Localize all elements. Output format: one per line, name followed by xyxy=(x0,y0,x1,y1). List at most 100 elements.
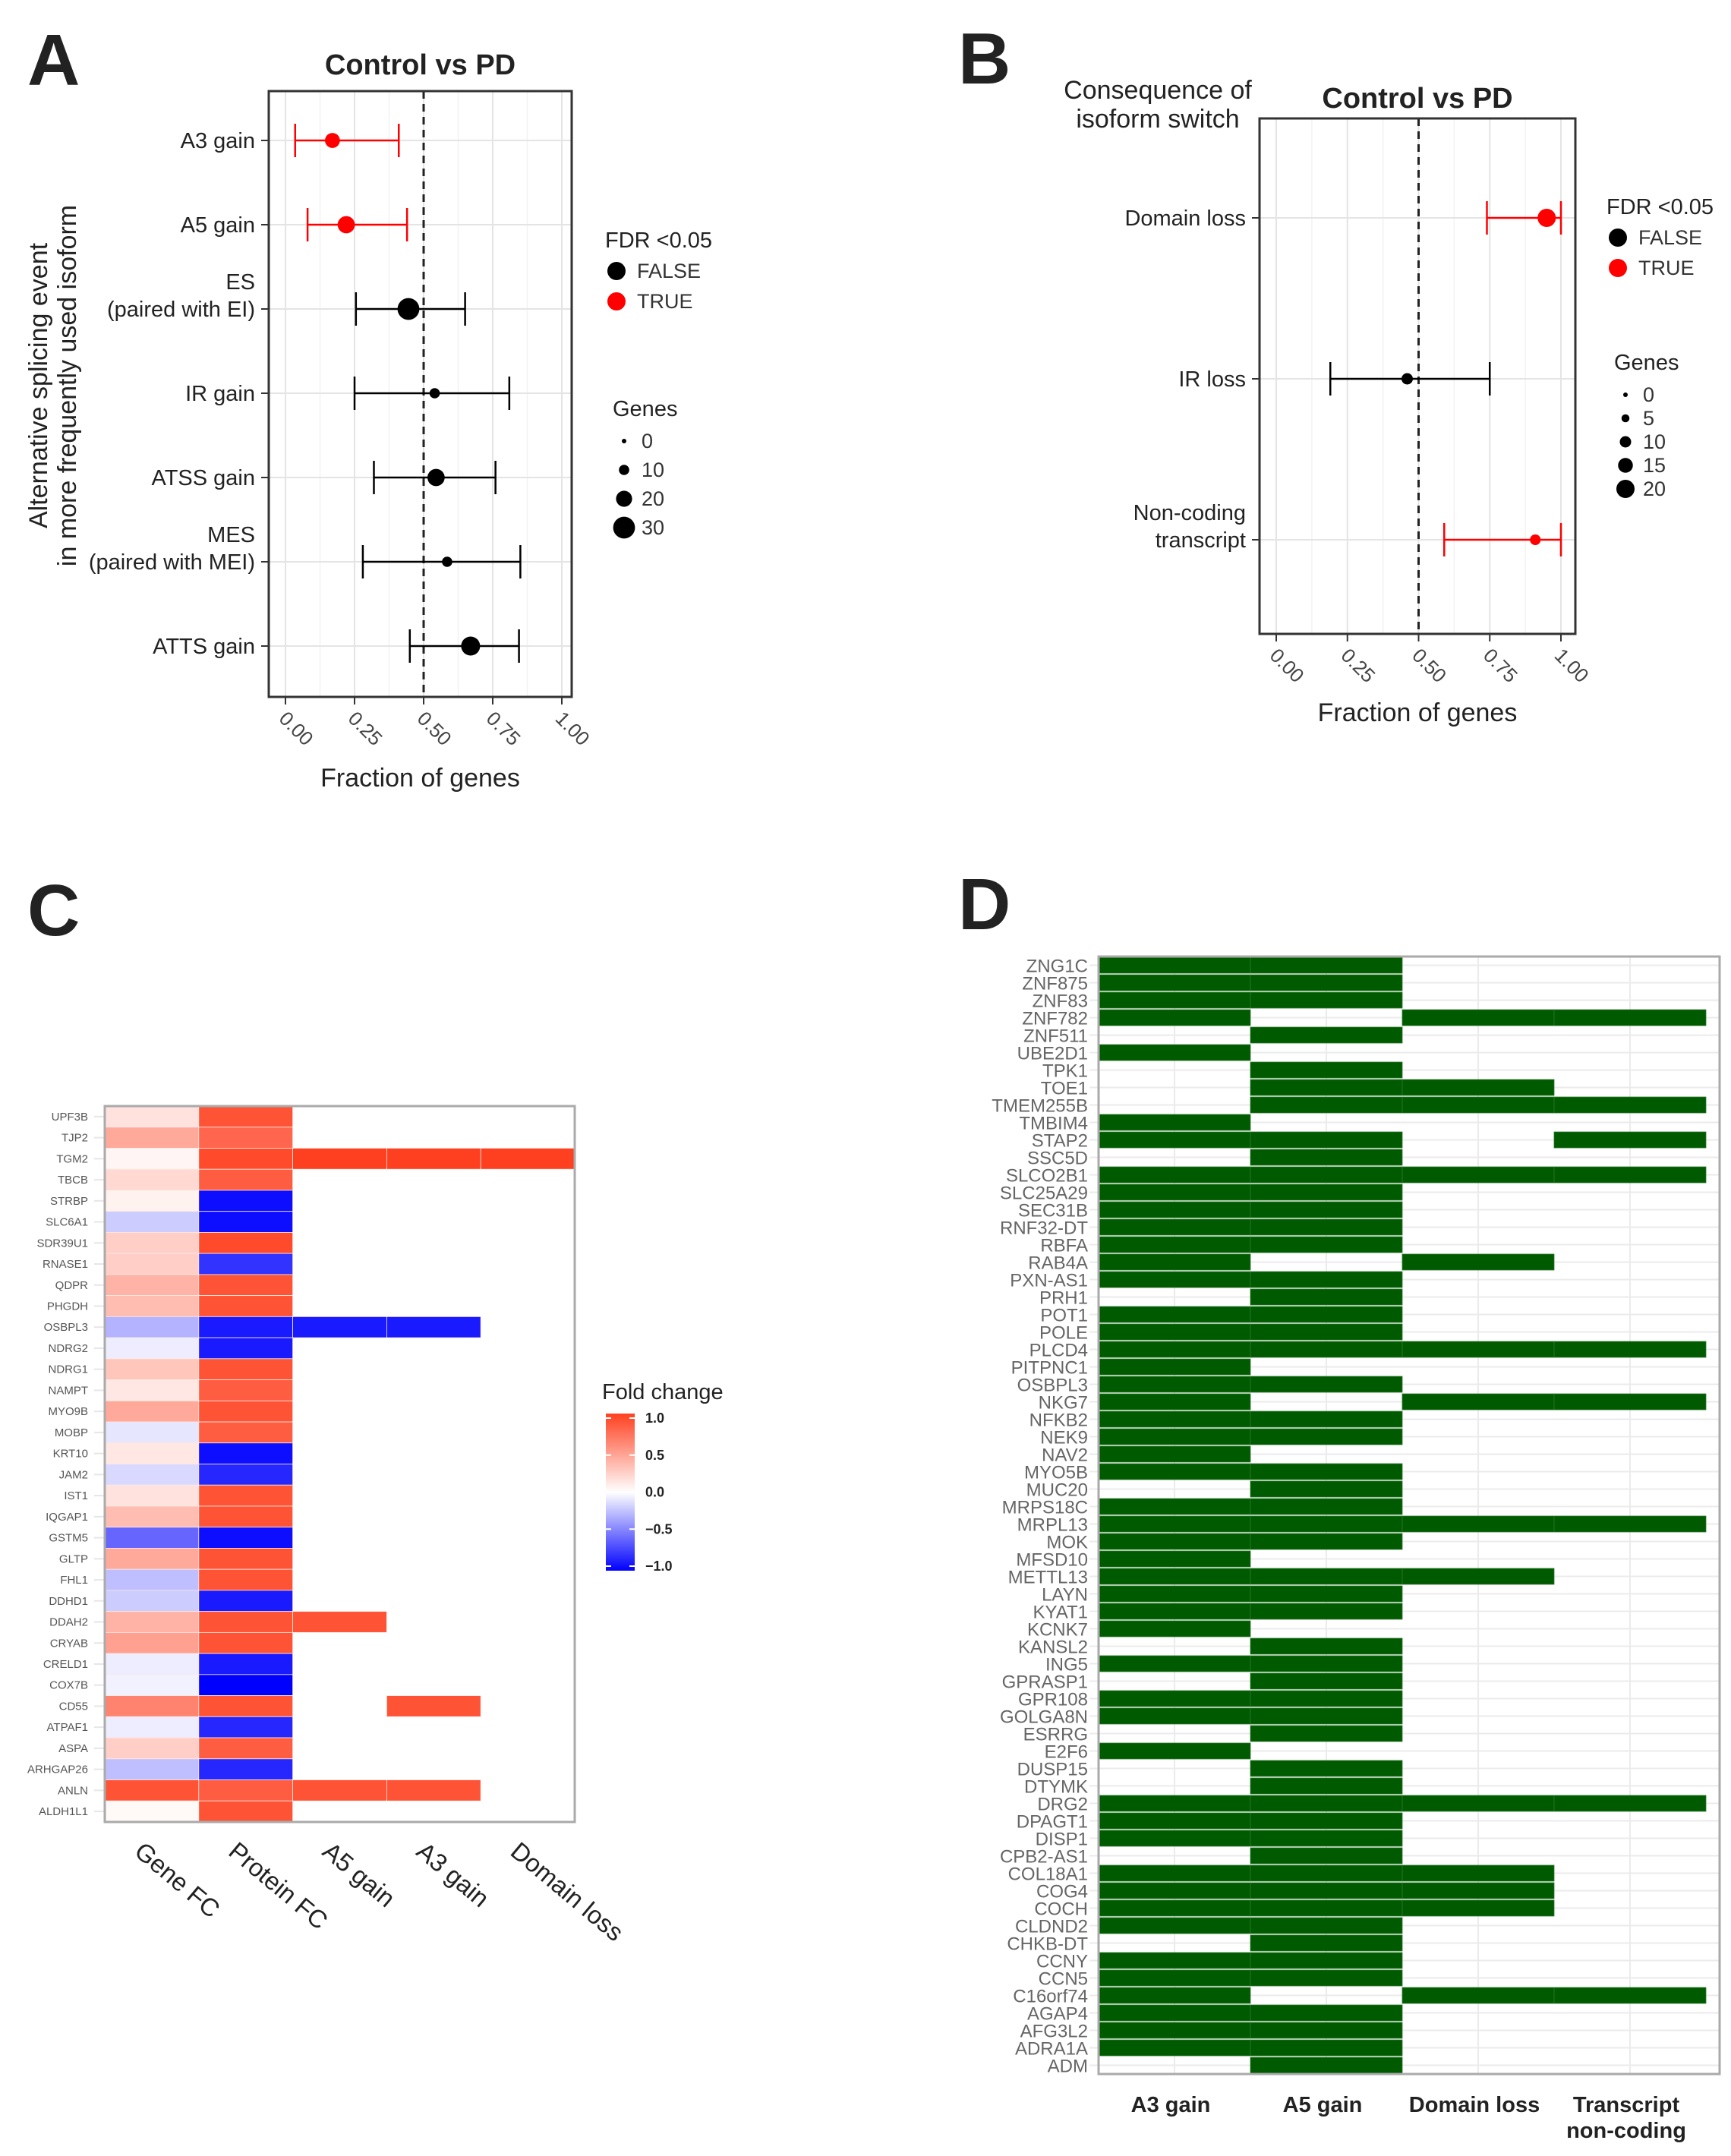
heatmap-cell xyxy=(104,1653,200,1675)
heatmap-cell xyxy=(198,1548,293,1570)
gene-label: GOLGA8N xyxy=(1000,1707,1088,1728)
event-tile xyxy=(1250,1725,1403,1742)
column-label: A5 gain xyxy=(1283,2093,1363,2117)
heatmap-cell xyxy=(104,1800,200,1823)
heatmap-cell xyxy=(386,1695,481,1717)
heatmap-cell xyxy=(104,1232,200,1254)
event-tile xyxy=(1098,1864,1251,1882)
gene-label: STAP2 xyxy=(1032,1131,1088,1152)
legend-size-swatch xyxy=(619,465,629,475)
panel-letter-a: A xyxy=(27,20,80,101)
row-label: transcript xyxy=(1156,528,1246,553)
column-label: A3 gain xyxy=(1131,2093,1211,2117)
gene-label: SLC25A29 xyxy=(1000,1184,1088,1204)
gene-label: TGM2 xyxy=(56,1152,88,1165)
event-tile xyxy=(1553,1393,1707,1411)
data-point xyxy=(397,298,420,320)
gene-label: MRPL13 xyxy=(1017,1515,1088,1536)
data-point xyxy=(1402,373,1413,385)
data-point xyxy=(427,468,445,487)
event-tile xyxy=(1250,1079,1403,1096)
heatmap-frame xyxy=(103,1105,576,1823)
gene-label: CHKB-DT xyxy=(1007,1934,1088,1955)
event-tile xyxy=(1098,1166,1251,1184)
event-tile xyxy=(1098,957,1251,974)
colorbar-tick-label: 0.0 xyxy=(645,1485,664,1500)
event-tile xyxy=(1250,974,1403,991)
gene-label: DPAGT1 xyxy=(1017,1812,1088,1833)
row-label: Domain loss xyxy=(1124,206,1246,231)
event-tile xyxy=(1402,1987,1555,2004)
gene-label: MOK xyxy=(1046,1533,1088,1553)
gene-label: LAYN xyxy=(1042,1585,1088,1606)
heatmap-cell xyxy=(198,1716,293,1738)
heatmap-cell xyxy=(480,1148,575,1170)
event-tile xyxy=(1098,1184,1251,1201)
event-tile xyxy=(1098,1218,1251,1236)
gene-label: ING5 xyxy=(1045,1655,1088,1675)
heatmap-cell xyxy=(198,1695,293,1717)
event-tile xyxy=(1098,1690,1251,1707)
heatmap-cell xyxy=(198,1758,293,1780)
gene-label: PLCD4 xyxy=(1029,1341,1088,1361)
event-tile xyxy=(1098,1236,1251,1253)
gene-label: NDRG2 xyxy=(48,1342,88,1355)
event-tile xyxy=(1098,1253,1251,1271)
heatmap-cell xyxy=(104,1631,200,1654)
heatmap-cell xyxy=(292,1779,387,1801)
gene-label: ZNF782 xyxy=(1022,1009,1088,1029)
event-tile xyxy=(1250,1463,1403,1480)
legend-fdr-title: FDR <0.05 xyxy=(1606,195,1714,219)
gene-label: MRPS18C xyxy=(1002,1498,1088,1518)
gene-label: NEK9 xyxy=(1040,1428,1088,1448)
data-point xyxy=(1530,534,1541,546)
gene-label: COG4 xyxy=(1036,1882,1088,1902)
gene-label: DRG2 xyxy=(1037,1795,1088,1815)
gene-label: TMEM255B xyxy=(992,1096,1088,1117)
event-tile xyxy=(1250,1515,1403,1533)
event-tile xyxy=(1098,1533,1251,1550)
heatmap-cell xyxy=(198,1590,293,1612)
event-tile xyxy=(1553,1166,1707,1184)
event-tile xyxy=(1553,1131,1707,1149)
gene-label: POT1 xyxy=(1040,1306,1088,1326)
heatmap-cell xyxy=(104,1695,200,1717)
gene-label: AFG3L2 xyxy=(1020,2022,1088,2042)
event-tile xyxy=(1098,1463,1251,1480)
event-tile xyxy=(1250,957,1403,974)
heatmap-cell xyxy=(104,1590,200,1612)
event-tile xyxy=(1250,1830,1403,1847)
heatmap-cell xyxy=(104,1253,200,1275)
event-tile xyxy=(1250,1236,1403,1253)
heatmap-cell xyxy=(386,1316,481,1338)
event-tile xyxy=(1250,1341,1403,1358)
event-tile xyxy=(1402,1515,1555,1533)
heatmap-cell xyxy=(292,1148,387,1170)
heatmap-cell xyxy=(198,1232,293,1254)
event-tile xyxy=(1250,1131,1403,1149)
gene-label: ADRA1A xyxy=(1015,2039,1088,2060)
event-tile xyxy=(1098,1393,1251,1411)
event-tile xyxy=(1098,1009,1251,1026)
event-tile xyxy=(1250,1428,1403,1445)
row-label: ATTS gain xyxy=(153,635,255,659)
panel-letter-b: B xyxy=(958,18,1011,99)
heatmap-cell xyxy=(198,1168,293,1191)
event-tile xyxy=(1098,1201,1251,1218)
colorbar-tick-label: 1.0 xyxy=(645,1411,664,1426)
heatmap-cell xyxy=(104,1716,200,1738)
plot-frame xyxy=(1258,117,1577,635)
heatmap-cell xyxy=(198,1337,293,1360)
event-tile xyxy=(1250,1952,1403,1969)
event-tile xyxy=(1098,1899,1251,1917)
event-tile xyxy=(1098,1271,1251,1288)
event-tile xyxy=(1250,1934,1403,1952)
gene-label: DTYMK xyxy=(1024,1777,1088,1798)
legend-size-swatch xyxy=(1621,414,1630,423)
heatmap-cell xyxy=(198,1127,293,1149)
x-axis-title: Fraction of genes xyxy=(320,764,520,793)
heatmap-cell xyxy=(198,1779,293,1801)
event-tile xyxy=(1098,1812,1251,1830)
gene-label: PHGDH xyxy=(47,1300,88,1313)
